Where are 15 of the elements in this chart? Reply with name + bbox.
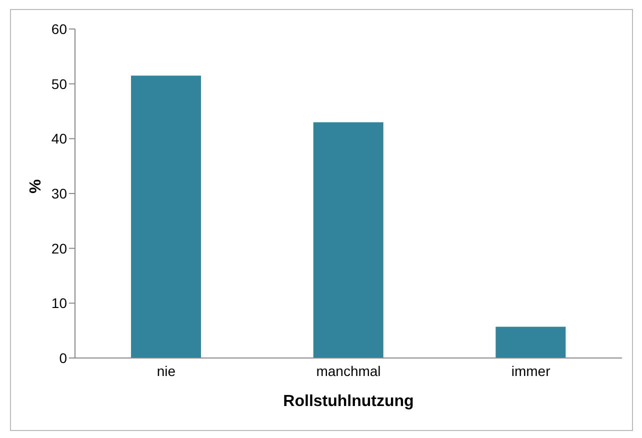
x-tick-label: manchmal (316, 362, 381, 379)
y-tick-label: 30 (51, 185, 68, 202)
x-axis-title: Rollstuhlnutzung (283, 393, 414, 410)
y-tick-label: 10 (51, 295, 68, 312)
x-tick-label: nie (156, 362, 176, 379)
bar (496, 326, 566, 358)
y-tick-label: 60 (51, 20, 68, 37)
y-tick-label: 20 (51, 240, 68, 256)
bar (313, 122, 384, 358)
y-tick-label: 0 (59, 350, 68, 366)
y-axis-title: % (28, 179, 45, 194)
bar (131, 76, 201, 358)
x-tick-label: immer (511, 362, 551, 379)
y-tick-label: 50 (51, 76, 68, 92)
y-tick-label: 40 (51, 130, 68, 147)
